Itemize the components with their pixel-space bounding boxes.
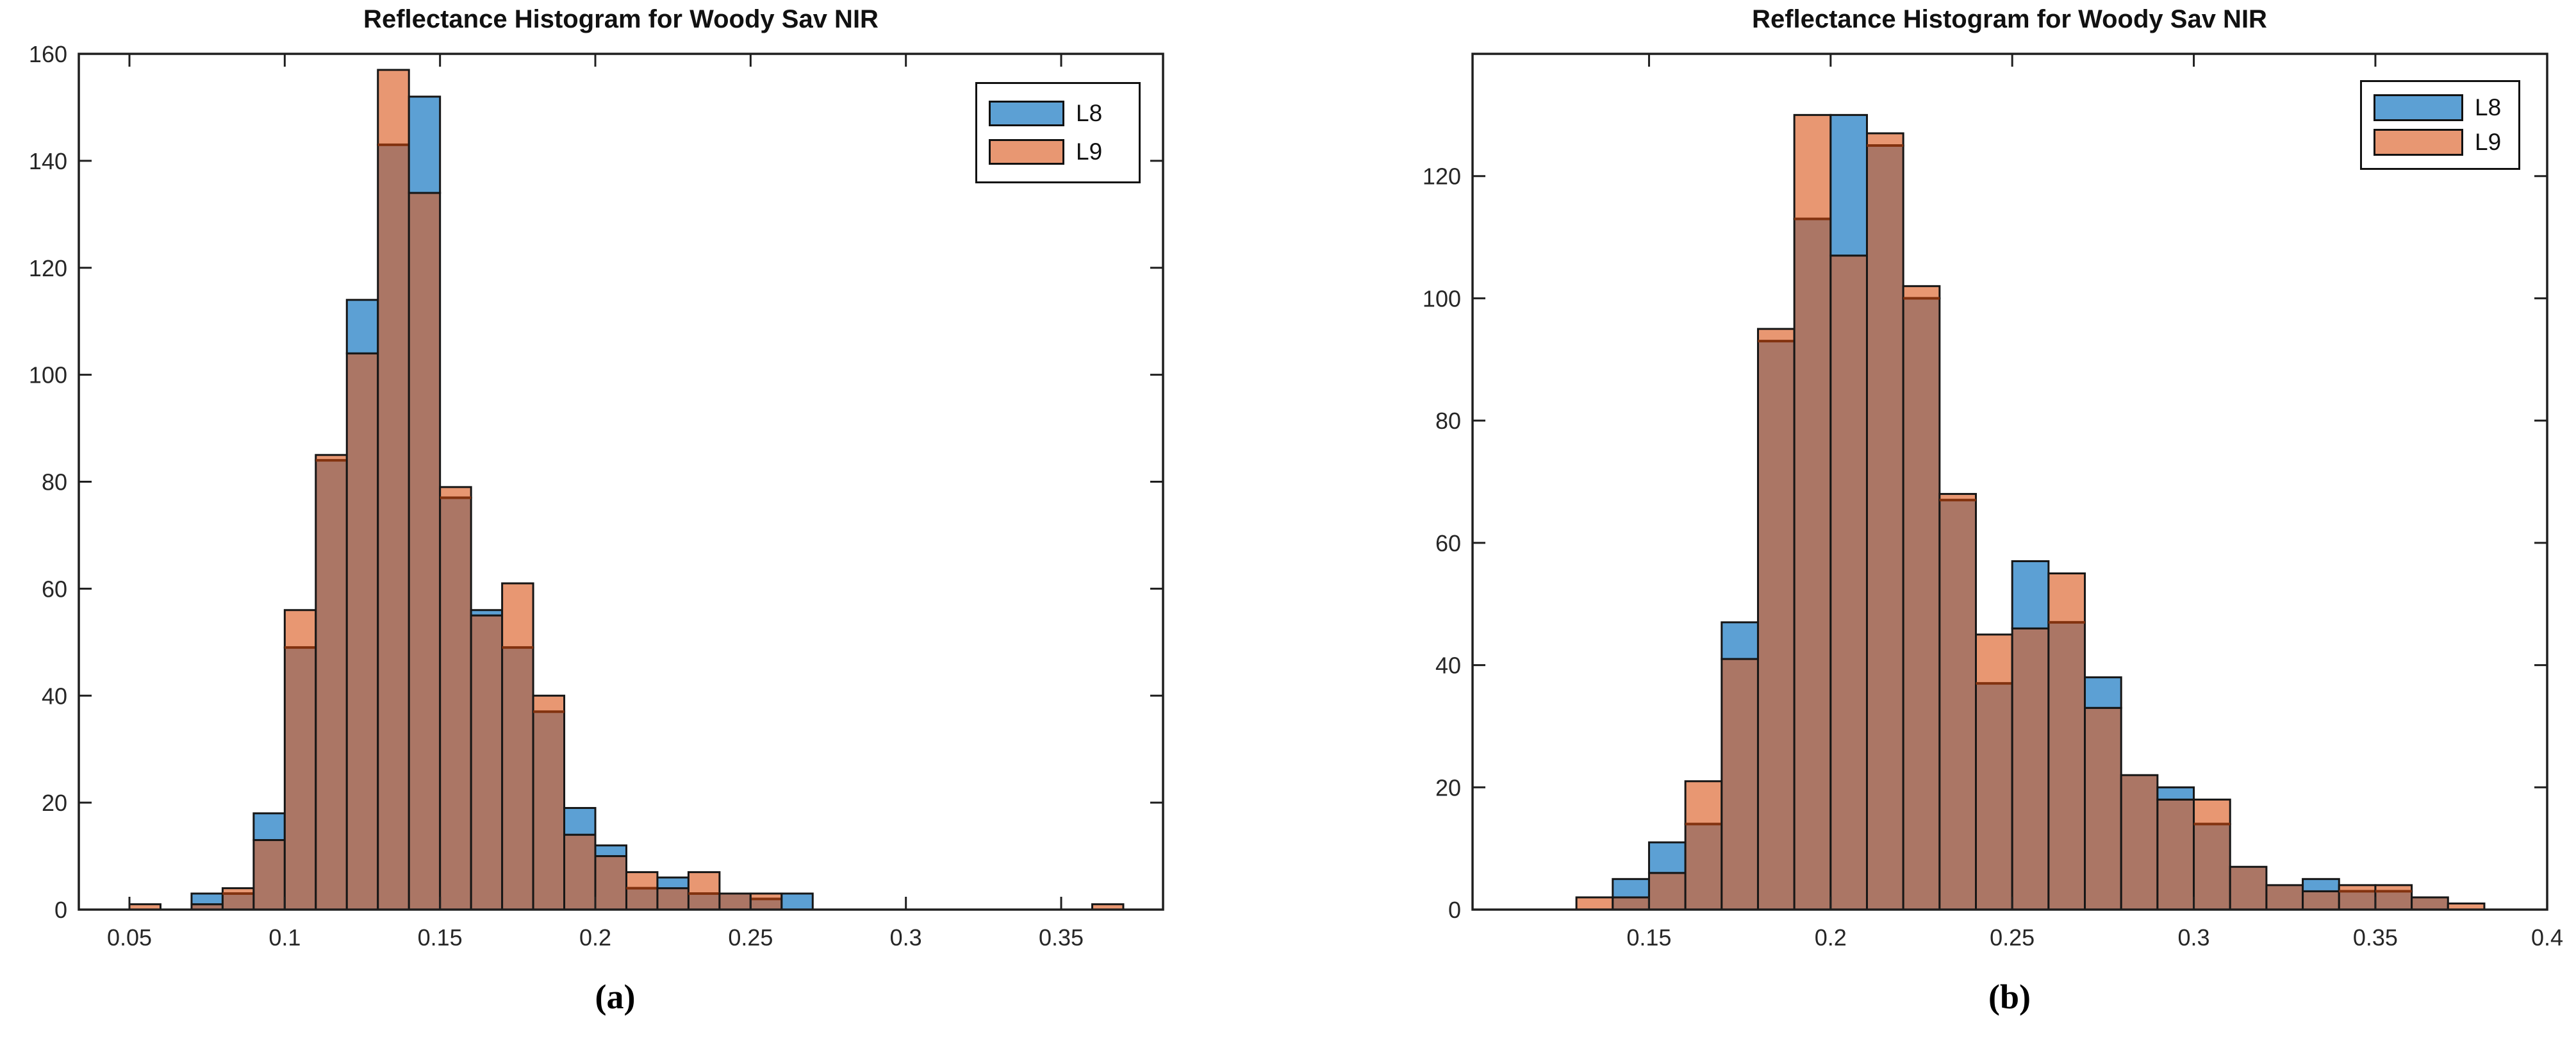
chart-title: Reflectance Histogram for Woody Sav NIR [1752,5,2267,33]
svg-text:0: 0 [54,897,67,923]
l8-swatch [989,100,1064,126]
legend-item-l9: L9 [2374,129,2507,156]
svg-text:0.4: 0.4 [2531,924,2563,951]
l8-swatch [2374,94,2463,121]
svg-text:0.3: 0.3 [890,924,922,951]
svg-text:0.25: 0.25 [1990,924,2035,951]
subfigure-caption-a: (a) [595,978,636,1016]
legend-item-l9: L9 [989,138,1127,165]
svg-text:120: 120 [1423,163,1461,190]
svg-text:0.35: 0.35 [1039,924,1084,951]
svg-text:0.05: 0.05 [107,924,152,951]
legend-label-l9: L9 [2475,129,2502,156]
legend-item-l8: L8 [2374,94,2507,121]
svg-text:20: 20 [1435,774,1461,801]
svg-text:80: 80 [42,469,67,496]
l9-swatch [2374,129,2463,156]
legend-box: L8 L9 [2360,80,2520,170]
svg-text:80: 80 [1435,408,1461,434]
svg-text:0.15: 0.15 [418,924,463,951]
svg-text:60: 60 [42,576,67,602]
chart-panel-b: Reflectance Histogram for Woody Sav NIR … [1288,0,2576,1041]
histogram-plot-b: 0.15 0.2 0.25 0.3 0.35 0.4 0 20 40 60 80 100 120 [1423,53,2563,951]
legend-label-l8: L8 [2475,94,2502,121]
svg-text:0.2: 0.2 [1815,924,1847,951]
svg-text:40: 40 [1435,653,1461,679]
l9-swatch [989,139,1064,165]
svg-text:40: 40 [42,683,67,709]
subfigure-caption-b: (b) [1988,978,2031,1016]
legend-label-l9: L9 [1076,138,1103,165]
svg-text:0.3: 0.3 [2178,924,2210,951]
chart-panel-a: Reflectance Histogram for Woody Sav NIR … [29,5,1164,1016]
svg-text:140: 140 [29,148,67,174]
svg-text:0.25: 0.25 [728,924,773,951]
legend-label-l8: L8 [1076,99,1103,126]
svg-text:0: 0 [1448,897,1461,923]
legend-box: L8 L9 [975,82,1141,183]
svg-text:160: 160 [29,41,67,67]
svg-text:20: 20 [42,790,67,816]
svg-text:100: 100 [29,362,67,388]
svg-text:100: 100 [1423,285,1461,312]
svg-text:60: 60 [1435,530,1461,556]
svg-text:0.2: 0.2 [579,924,611,951]
chart-title: Reflectance Histogram for Woody Sav NIR [363,5,879,33]
svg-text:0.15: 0.15 [1626,924,1671,951]
svg-text:0.1: 0.1 [268,924,301,951]
histogram-plot-a: 0.05 0.1 0.15 0.2 0.25 0.3 0.35 0 20 40 60 80 100 120… [29,41,1164,951]
svg-text:0.35: 0.35 [2353,924,2398,951]
svg-text:120: 120 [29,255,67,281]
legend-item-l8: L8 [989,100,1127,127]
